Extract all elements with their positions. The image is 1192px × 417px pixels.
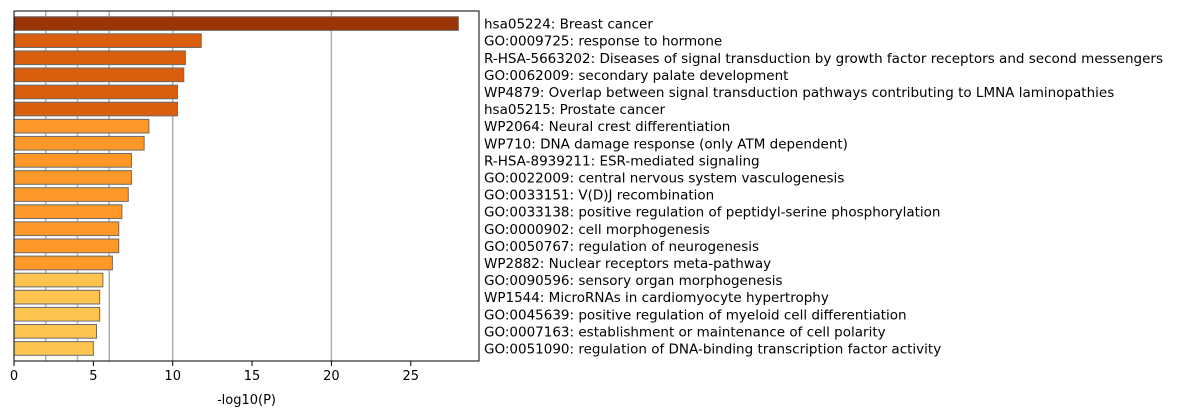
category-label-18: GO:0007163: establishment or maintenance… (484, 324, 886, 340)
bar-2 (13, 50, 186, 66)
bar-15 (13, 272, 104, 288)
bar-18 (13, 324, 98, 339)
bar-6 (13, 118, 150, 134)
bar-1 (13, 33, 202, 48)
x-tick-label-2: 10 (164, 369, 181, 384)
bar-14 (13, 255, 113, 271)
category-label-19: GO:0051090: regulation of DNA-binding tr… (484, 341, 941, 357)
bar-8 (13, 153, 132, 168)
bar-13 (13, 238, 120, 254)
bar-16 (13, 289, 101, 305)
category-label-14: WP2882: Nuclear receptors meta-pathway (484, 256, 771, 272)
bar-layer (13, 16, 459, 356)
x-tick-label-3: 15 (244, 369, 261, 384)
bar-11 (13, 204, 123, 219)
plot-frame (13, 10, 480, 362)
category-label-9: GO:0022009: central nervous system vascu… (484, 170, 844, 186)
x-tick-label-1: 5 (89, 369, 97, 384)
x-tick-label-4: 20 (323, 369, 340, 384)
bar-17 (13, 306, 101, 322)
category-label-1: GO:0009725: response to hormone (484, 34, 722, 50)
bar-7 (13, 135, 145, 151)
category-label-7: WP710: DNA damage response (only ATM dep… (484, 136, 848, 152)
bar-12 (13, 221, 120, 237)
x-tick-label-5: 25 (402, 369, 419, 384)
category-label-5: hsa05215: Prostate cancer (484, 102, 666, 118)
category-label-16: WP1544: MicroRNAs in cardiomyocyte hyper… (484, 290, 829, 306)
category-label-3: GO:0062009: secondary palate development (484, 68, 788, 84)
bar-10 (13, 187, 129, 202)
bar-3 (13, 67, 185, 83)
category-label-11: GO:0033138: positive regulation of pepti… (484, 205, 940, 221)
x-axis-title: -log10(P) (217, 393, 276, 408)
x-axis: 0 5 10 15 20 25 (10, 361, 419, 384)
category-label-10: GO:0033151: V(D)J recombination (484, 188, 714, 204)
bar-19 (13, 341, 94, 356)
category-label-6: WP2064: Neural crest differentiation (484, 119, 730, 135)
category-label-13: GO:0050767: regulation of neurogenesis (484, 239, 759, 255)
bar-0 (13, 16, 459, 31)
bar-5 (13, 101, 178, 117)
category-label-8: R-HSA-8939211: ESR-mediated signaling (484, 153, 760, 169)
bar-9 (13, 170, 132, 185)
category-label-2: R-HSA-5663202: Diseases of signal transd… (484, 51, 1163, 67)
x-tick-label-0: 0 (10, 369, 18, 384)
category-label-0: hsa05224: Breast cancer (484, 17, 653, 33)
bar-4 (13, 84, 178, 100)
category-label-17: GO:0045639: positive regulation of myelo… (484, 307, 907, 323)
category-label-12: GO:0000902: cell morphogenesis (484, 222, 710, 238)
category-label-4: WP4879: Overlap between signal transduct… (484, 85, 1114, 101)
category-label-15: GO:0090596: sensory organ morphogenesis (484, 273, 783, 289)
